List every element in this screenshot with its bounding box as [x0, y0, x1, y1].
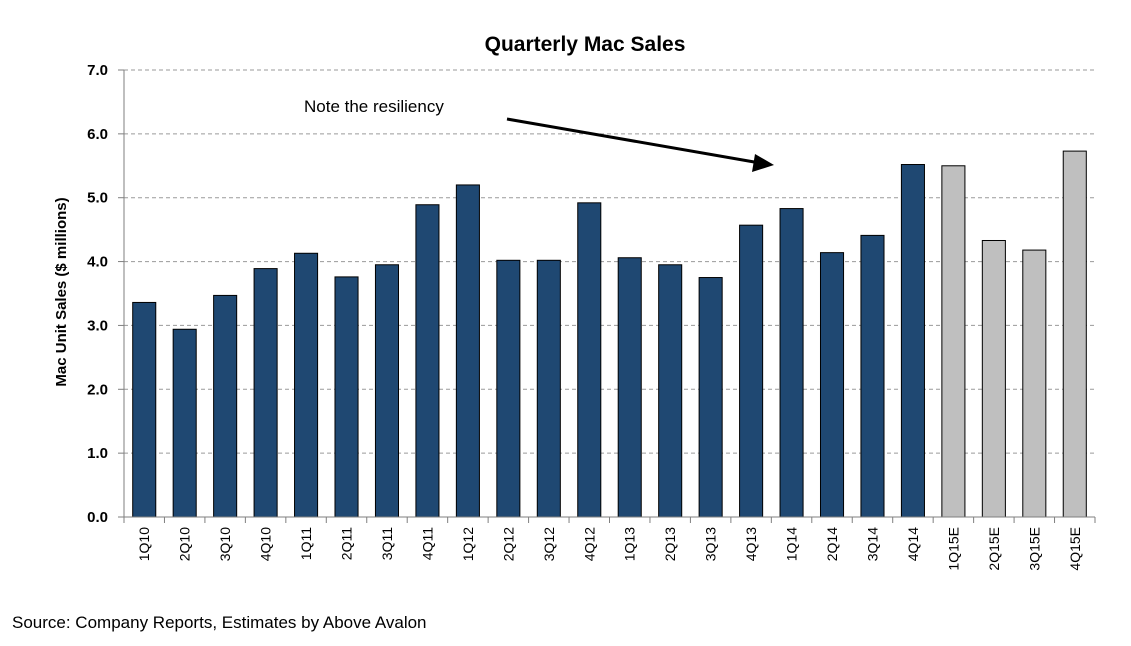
x-tick-label: 4Q10: [258, 527, 274, 561]
bar-actual: [617, 257, 642, 518]
y-tick-label: 6.0: [87, 126, 108, 143]
y-axis-label: Mac Unit Sales ($ millions): [53, 197, 70, 386]
y-tick-label: 3.0: [87, 317, 108, 334]
bar-actual: [213, 294, 238, 518]
x-tick-label: 4Q14: [905, 527, 921, 561]
bar-actual: [779, 208, 804, 518]
y-tick-label: 2.0: [87, 381, 108, 398]
x-tick-label: 1Q10: [136, 527, 152, 561]
x-tick-label: 3Q13: [703, 527, 719, 561]
source-note: Source: Company Reports, Estimates by Ab…: [12, 613, 427, 632]
x-tick-label: 4Q12: [581, 527, 597, 561]
bar-actual: [374, 264, 400, 518]
x-tick-label: 1Q15E: [945, 527, 961, 571]
bar-actual: [536, 259, 561, 518]
gridlines: [124, 69, 1095, 454]
y-tick-label: 7.0: [87, 62, 108, 79]
x-axis-ticks: 1Q10 2Q10 3Q10 4Q10 1Q11 2Q11 3Q11 4Q11 1Q12 2Q12…: [123, 517, 1096, 571]
bar-actual: [455, 184, 480, 518]
bar-actual: [658, 264, 683, 518]
x-tick-label: 2Q10: [177, 527, 193, 561]
y-tick-label: 5.0: [87, 190, 108, 207]
x-tick-label: 3Q12: [541, 527, 557, 561]
annotation-text: Note the resiliency: [304, 97, 444, 116]
bar-actual: [739, 224, 764, 518]
bar-actual: [577, 202, 602, 518]
x-tick-label: 2Q13: [662, 527, 678, 561]
x-tick-label: 1Q12: [460, 527, 476, 561]
x-tick-label: 2Q12: [500, 527, 516, 561]
annotation-arrow: [506, 117, 774, 172]
x-tick-label: 4Q15E: [1067, 527, 1083, 571]
x-tick-label: 3Q14: [864, 527, 880, 561]
x-tick-label: 3Q15E: [1026, 527, 1042, 571]
bar-estimate: [1062, 150, 1087, 518]
bar-actual: [819, 252, 845, 518]
bar-actual: [253, 268, 278, 518]
bar-actual: [415, 204, 440, 518]
bar-estimate: [981, 239, 1006, 518]
bar-actual: [496, 259, 521, 518]
bar-actual: [172, 328, 197, 518]
x-tick-label: 1Q14: [784, 527, 800, 561]
x-tick-label: 3Q11: [379, 527, 395, 560]
bar-actual: [860, 234, 885, 518]
chart-title: Quarterly Mac Sales: [485, 33, 686, 56]
x-tick-label: 1Q11: [298, 527, 314, 560]
y-tick-label: 0.0: [87, 509, 108, 526]
y-axis-ticks: 0.0 1.0 2.0 3.0 4.0 5.0 6.0 7.0: [87, 62, 124, 526]
x-tick-label: 2Q14: [824, 527, 840, 561]
bar-estimate: [941, 165, 966, 518]
bar-actual: [132, 301, 157, 518]
bar-estimate: [1022, 249, 1047, 518]
x-tick-label: 4Q13: [743, 527, 759, 561]
x-tick-label: 4Q11: [419, 527, 435, 560]
bar-actual: [334, 276, 359, 518]
x-tick-label: 2Q11: [339, 527, 355, 560]
x-tick-label: 1Q13: [622, 527, 638, 561]
y-tick-label: 4.0: [87, 254, 108, 271]
bar-actual: [698, 277, 723, 518]
x-tick-label: 3Q10: [217, 527, 233, 561]
y-tick-label: 1.0: [87, 445, 108, 462]
bars: [132, 150, 1087, 518]
x-tick-label: 2Q15E: [986, 527, 1002, 571]
bar-actual: [294, 252, 319, 518]
bar-actual: [900, 164, 925, 518]
